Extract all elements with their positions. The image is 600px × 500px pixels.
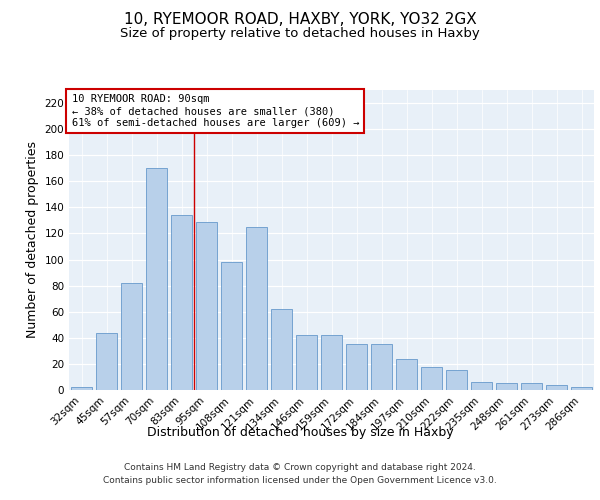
Text: Distribution of detached houses by size in Haxby: Distribution of detached houses by size … (146, 426, 454, 439)
Text: Contains HM Land Registry data © Crown copyright and database right 2024.: Contains HM Land Registry data © Crown c… (124, 464, 476, 472)
Bar (396, 358, 417, 390)
Bar (471, 382, 492, 390)
Bar (171, 215, 192, 390)
Bar (496, 384, 517, 390)
Bar (121, 283, 142, 390)
Text: 10 RYEMOOR ROAD: 90sqm
← 38% of detached houses are smaller (380)
61% of semi-de: 10 RYEMOOR ROAD: 90sqm ← 38% of detached… (71, 94, 359, 128)
Bar (271, 309, 292, 390)
Y-axis label: Number of detached properties: Number of detached properties (26, 142, 39, 338)
Bar (221, 262, 242, 390)
Bar (246, 227, 267, 390)
Text: 10, RYEMOOR ROAD, HAXBY, YORK, YO32 2GX: 10, RYEMOOR ROAD, HAXBY, YORK, YO32 2GX (124, 12, 476, 28)
Bar (71, 388, 92, 390)
Bar (546, 385, 567, 390)
Bar (146, 168, 167, 390)
Text: Contains public sector information licensed under the Open Government Licence v3: Contains public sector information licen… (103, 476, 497, 485)
Bar (421, 366, 442, 390)
Bar (571, 388, 592, 390)
Bar (296, 335, 317, 390)
Bar (96, 332, 117, 390)
Bar (521, 384, 542, 390)
Bar (196, 222, 217, 390)
Text: Size of property relative to detached houses in Haxby: Size of property relative to detached ho… (120, 28, 480, 40)
Bar (346, 344, 367, 390)
Bar (321, 335, 342, 390)
Bar (371, 344, 392, 390)
Bar (446, 370, 467, 390)
